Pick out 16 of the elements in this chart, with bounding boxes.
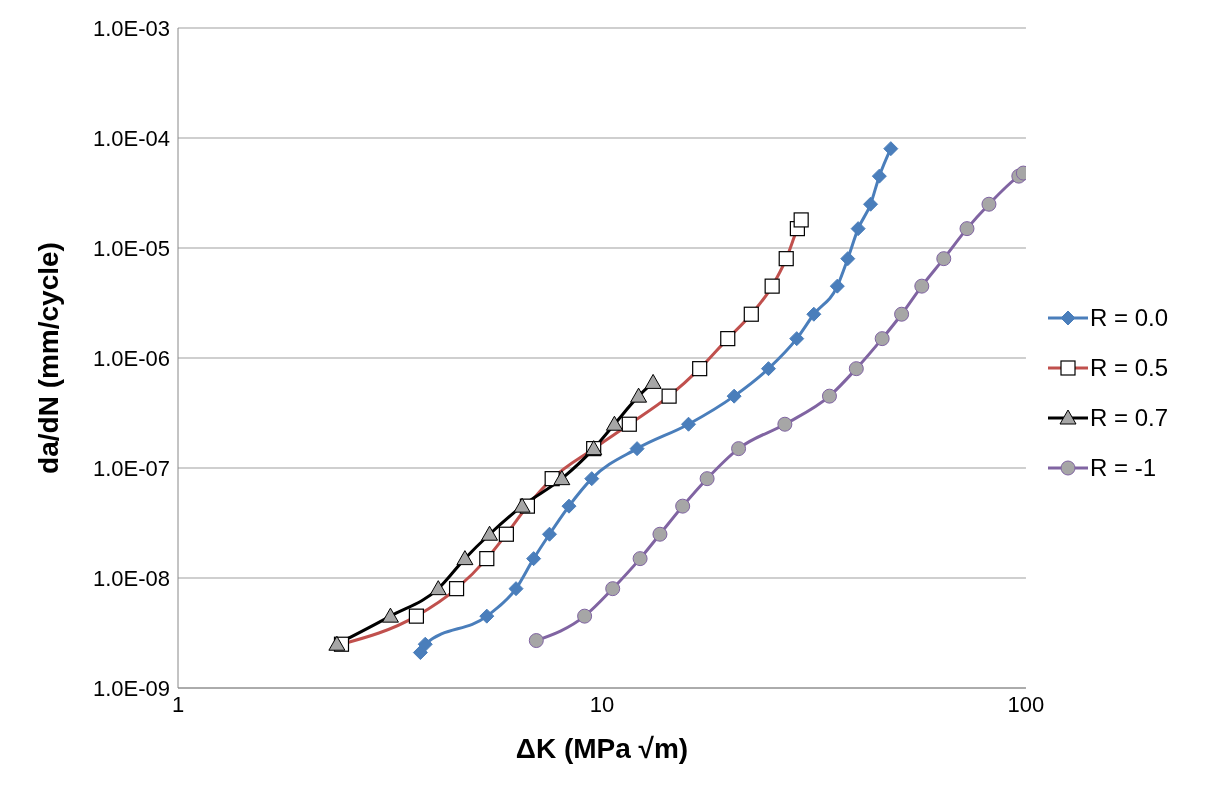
y-tick-label: 1.0E-05 — [92, 235, 170, 261]
y-tick-label: 1.0E-09 — [92, 675, 170, 701]
y-tick-label: 1.0E-06 — [92, 345, 170, 371]
x-tick-label: 1 — [171, 691, 185, 717]
legend-label: R = -1 — [1089, 454, 1156, 482]
x-axis-title: ΔK (MPa √m) — [515, 733, 689, 764]
legend-label: R = 0.0 — [1089, 304, 1168, 332]
x-tick-label: 10 — [589, 691, 615, 717]
y-axis-title: da/dN (mm/cycle) — [32, 242, 64, 474]
legend-label: R = 0.5 — [1089, 354, 1168, 382]
y-tick-label: 1.0E-07 — [92, 455, 170, 481]
y-tick-label: 1.0E-04 — [92, 125, 170, 151]
legend-label: R = 0.7 — [1089, 404, 1168, 432]
y-tick-label: 1.0E-08 — [92, 565, 170, 591]
y-tick-label: 1.0E-03 — [92, 15, 170, 41]
x-tick-label: 100 — [1007, 691, 1045, 717]
